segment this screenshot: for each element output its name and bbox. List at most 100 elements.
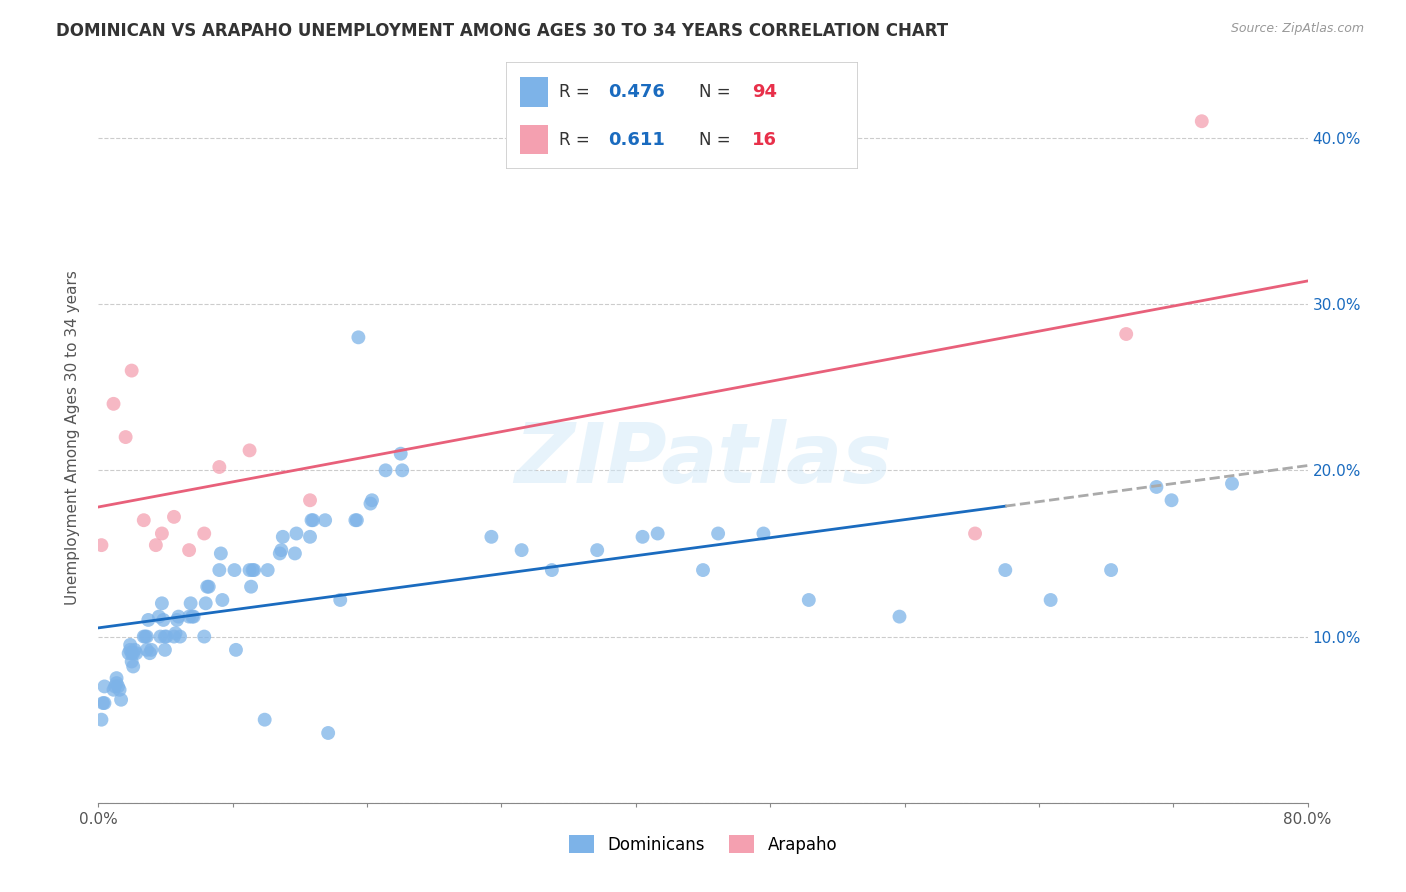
Point bbox=[139, 646, 162, 660]
Point bbox=[209, 546, 232, 560]
Point bbox=[314, 513, 336, 527]
Text: 0.476: 0.476 bbox=[607, 84, 665, 102]
Point bbox=[91, 696, 114, 710]
Point bbox=[122, 646, 145, 660]
Point bbox=[540, 563, 562, 577]
Point bbox=[120, 643, 142, 657]
Point bbox=[299, 530, 322, 544]
Point bbox=[135, 643, 157, 657]
Point bbox=[149, 630, 172, 644]
Point bbox=[166, 613, 188, 627]
Point bbox=[211, 593, 233, 607]
Point bbox=[316, 726, 339, 740]
Point bbox=[165, 626, 187, 640]
Point bbox=[389, 447, 412, 461]
Point bbox=[107, 680, 129, 694]
Point bbox=[150, 596, 173, 610]
Point bbox=[889, 609, 911, 624]
Point bbox=[239, 563, 262, 577]
Point bbox=[1191, 114, 1213, 128]
Text: 16: 16 bbox=[752, 130, 778, 148]
Point bbox=[155, 630, 177, 644]
Point bbox=[132, 630, 155, 644]
Point bbox=[347, 330, 370, 344]
Point bbox=[240, 580, 263, 594]
Bar bbox=[520, 125, 548, 154]
Point bbox=[163, 509, 186, 524]
Point bbox=[167, 609, 190, 624]
Point bbox=[121, 655, 143, 669]
Point bbox=[125, 646, 148, 660]
Point bbox=[90, 713, 112, 727]
Point bbox=[752, 526, 775, 541]
Point bbox=[270, 543, 292, 558]
Point bbox=[120, 638, 142, 652]
Point bbox=[180, 596, 202, 610]
Point bbox=[361, 493, 384, 508]
Point bbox=[93, 696, 115, 710]
Text: 94: 94 bbox=[752, 84, 778, 102]
Point bbox=[148, 609, 170, 624]
Point bbox=[183, 609, 205, 624]
Point bbox=[124, 643, 146, 657]
Point bbox=[103, 682, 125, 697]
Point bbox=[1115, 326, 1137, 341]
Point bbox=[302, 513, 325, 527]
Point bbox=[93, 680, 115, 694]
Point bbox=[647, 526, 669, 541]
Point bbox=[1039, 593, 1062, 607]
Point bbox=[346, 513, 368, 527]
Point bbox=[153, 643, 176, 657]
Point bbox=[360, 497, 382, 511]
Point bbox=[391, 463, 413, 477]
Point bbox=[194, 596, 217, 610]
Point bbox=[329, 593, 352, 607]
Point bbox=[1099, 563, 1122, 577]
Point bbox=[121, 363, 143, 377]
FancyBboxPatch shape bbox=[506, 62, 858, 169]
Point bbox=[134, 630, 156, 644]
Point bbox=[586, 543, 609, 558]
Point bbox=[242, 563, 264, 577]
Point bbox=[224, 563, 246, 577]
Point bbox=[105, 671, 128, 685]
Text: Source: ZipAtlas.com: Source: ZipAtlas.com bbox=[1230, 22, 1364, 36]
Point bbox=[169, 630, 191, 644]
Point bbox=[145, 538, 167, 552]
Point bbox=[284, 546, 307, 560]
Point bbox=[163, 630, 186, 644]
Point bbox=[132, 513, 155, 527]
Point bbox=[193, 630, 215, 644]
Point bbox=[197, 580, 219, 594]
Point bbox=[104, 680, 127, 694]
Point bbox=[122, 659, 145, 673]
Point bbox=[114, 430, 136, 444]
Point bbox=[285, 526, 308, 541]
Point bbox=[179, 609, 201, 624]
Point bbox=[195, 580, 218, 594]
Point bbox=[707, 526, 730, 541]
Point bbox=[103, 397, 125, 411]
Point bbox=[181, 609, 204, 624]
Point bbox=[152, 613, 174, 627]
Point bbox=[631, 530, 654, 544]
Point bbox=[153, 630, 176, 644]
Point bbox=[136, 613, 159, 627]
Point bbox=[253, 713, 276, 727]
Point bbox=[208, 460, 231, 475]
Point bbox=[301, 513, 323, 527]
Point bbox=[239, 443, 262, 458]
Point bbox=[150, 526, 173, 541]
Point bbox=[1160, 493, 1182, 508]
Point bbox=[105, 676, 128, 690]
Text: N =: N = bbox=[700, 84, 737, 102]
Y-axis label: Unemployment Among Ages 30 to 34 years: Unemployment Among Ages 30 to 34 years bbox=[65, 269, 80, 605]
Point bbox=[994, 563, 1017, 577]
Point bbox=[374, 463, 396, 477]
Point bbox=[193, 526, 215, 541]
Point bbox=[179, 543, 201, 558]
Point bbox=[90, 538, 112, 552]
Text: R =: R = bbox=[560, 84, 595, 102]
Point bbox=[141, 643, 163, 657]
Text: R =: R = bbox=[560, 130, 595, 148]
